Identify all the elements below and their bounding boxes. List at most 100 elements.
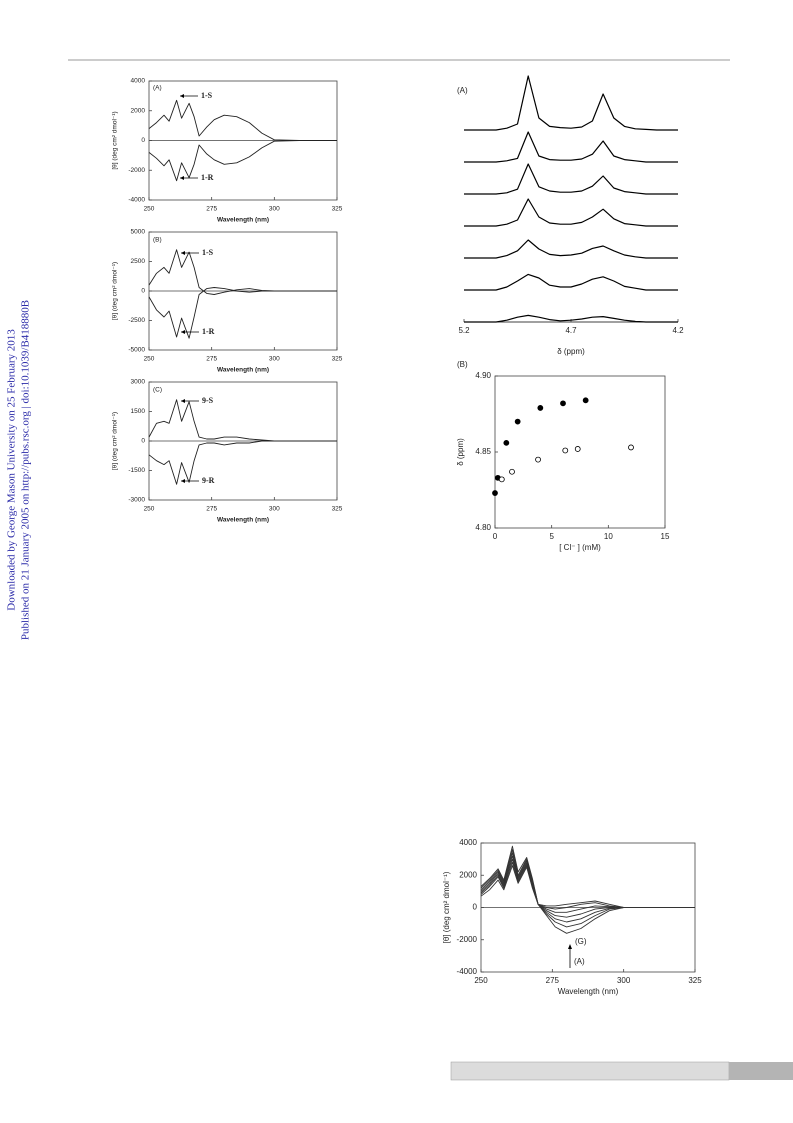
- x-tick-label: 15: [661, 532, 670, 541]
- y-tick-label: -4000: [128, 197, 145, 204]
- spectrum-line: [464, 163, 678, 195]
- arrow-head: [180, 176, 184, 180]
- y-tick-label: 4.85: [475, 447, 491, 456]
- arrow-head: [181, 479, 185, 483]
- spectrum-line: [480, 845, 695, 934]
- y-tick-label: -2000: [128, 167, 145, 174]
- x-tick-label: 0: [493, 532, 498, 541]
- x-axis-label: Wavelength (nm): [217, 217, 269, 224]
- panel-label: (C): [153, 387, 162, 394]
- x-tick-label: 300: [269, 356, 280, 363]
- y-tick-label: 0: [141, 288, 145, 295]
- spectrum-line: [148, 287, 337, 339]
- y-tick-label: 2000: [459, 870, 477, 879]
- x-axis-label: [ Cl⁻ ] (mM): [559, 543, 601, 552]
- arrow-head: [180, 94, 184, 98]
- x-axis-label: Wavelength (nm): [217, 367, 269, 374]
- x-tick-label: 4.2: [672, 326, 684, 335]
- y-tick-label: 0: [473, 903, 478, 912]
- y-tick-label: 1500: [131, 408, 146, 415]
- annotation: 1-S: [201, 91, 213, 100]
- annotation: 1-R: [201, 173, 214, 182]
- y-tick-label: -2000: [457, 935, 478, 944]
- spectrum-line: [148, 99, 337, 141]
- footer-bar-end: [729, 1062, 793, 1080]
- data-point: [503, 439, 510, 446]
- spectrum-line: [148, 399, 337, 442]
- y-tick-label: 5000: [131, 229, 146, 236]
- arrow-head: [181, 330, 185, 334]
- footer-bar: [450, 1061, 730, 1081]
- x-tick-label: 275: [206, 206, 217, 213]
- data-point: [498, 476, 505, 483]
- data-point: [628, 444, 634, 451]
- spectrum-line: [464, 131, 678, 163]
- annotation: 9-R: [202, 476, 215, 485]
- x-tick-label: 250: [144, 506, 155, 513]
- x-tick-label: 325: [688, 976, 702, 985]
- y-tick-label: 2000: [131, 107, 146, 114]
- annotation: 9-S: [202, 396, 214, 405]
- data-point: [574, 446, 581, 452]
- y-axis-label: [θ] (deg cm² dmol⁻¹): [112, 262, 119, 320]
- sidebar-download: Downloaded by George Mason University on…: [6, 329, 18, 611]
- x-tick-label: 250: [144, 356, 155, 363]
- x-tick-label: 300: [269, 206, 280, 213]
- panel-label: (A): [153, 85, 162, 92]
- data-point: [492, 490, 498, 496]
- spectrum-line: [148, 140, 337, 182]
- y-tick-label: 4000: [459, 838, 477, 847]
- x-tick-label: 325: [332, 356, 343, 363]
- spectrum-line: [480, 858, 695, 913]
- y-tick-label: 2500: [131, 258, 146, 265]
- data-point: [535, 456, 541, 463]
- x-tick-label: 275: [206, 506, 217, 513]
- data-point: [562, 447, 569, 454]
- y-tick-label: 4000: [131, 78, 146, 85]
- data-point: [582, 397, 589, 404]
- x-tick-label: 5: [549, 532, 554, 541]
- y-tick-label: 4.90: [475, 371, 491, 380]
- x-tick-label: 250: [144, 206, 155, 213]
- annotation: (G): [575, 937, 587, 946]
- spectrum-line: [480, 865, 695, 908]
- y-tick-label: -2500: [128, 317, 145, 324]
- spectrum-line: [148, 440, 337, 485]
- spectrum-line: [464, 198, 678, 227]
- spectrum-line: [480, 852, 695, 923]
- spectrum-line: [480, 849, 695, 928]
- panel-label: (B): [457, 360, 468, 369]
- y-tick-label: 3000: [131, 379, 146, 386]
- y-axis-label: [θ] (deg cm² dmol⁻¹): [112, 111, 119, 169]
- arrow-head: [181, 251, 185, 255]
- x-tick-label: 4.7: [565, 326, 577, 335]
- data-point: [560, 400, 566, 407]
- x-tick-label: 300: [269, 506, 280, 513]
- x-tick-label: 10: [604, 532, 613, 541]
- y-tick-label: 0: [141, 137, 145, 144]
- data-point: [509, 468, 515, 475]
- y-tick-label: -4000: [457, 967, 478, 976]
- x-axis-label: Wavelength (nm): [217, 517, 269, 524]
- spectrum-line: [464, 273, 678, 291]
- y-axis-label: [θ] (deg cm² dmol⁻¹): [442, 871, 451, 943]
- spectrum-line: [464, 75, 678, 131]
- panel-label: (B): [153, 237, 162, 244]
- y-tick-label: 4.80: [475, 523, 491, 532]
- spectrum-line: [464, 239, 678, 259]
- spectrum-line: [480, 855, 695, 918]
- x-tick-label: 5.2: [458, 326, 470, 335]
- x-axis-label: Wavelength (nm): [558, 987, 619, 996]
- y-tick-label: -5000: [128, 347, 145, 354]
- x-tick-label: 300: [617, 976, 631, 985]
- plot-frame: [494, 375, 666, 529]
- x-tick-label: 325: [332, 506, 343, 513]
- arrow-head: [181, 399, 185, 403]
- y-axis-label: δ (ppm): [456, 438, 465, 466]
- annotation: (A): [574, 957, 585, 966]
- y-axis-label: [θ] (deg cm² dmol⁻¹): [112, 412, 119, 470]
- x-tick-label: 250: [474, 976, 488, 985]
- x-axis-label: δ (ppm): [557, 347, 585, 356]
- annotation: 1-S: [202, 248, 214, 257]
